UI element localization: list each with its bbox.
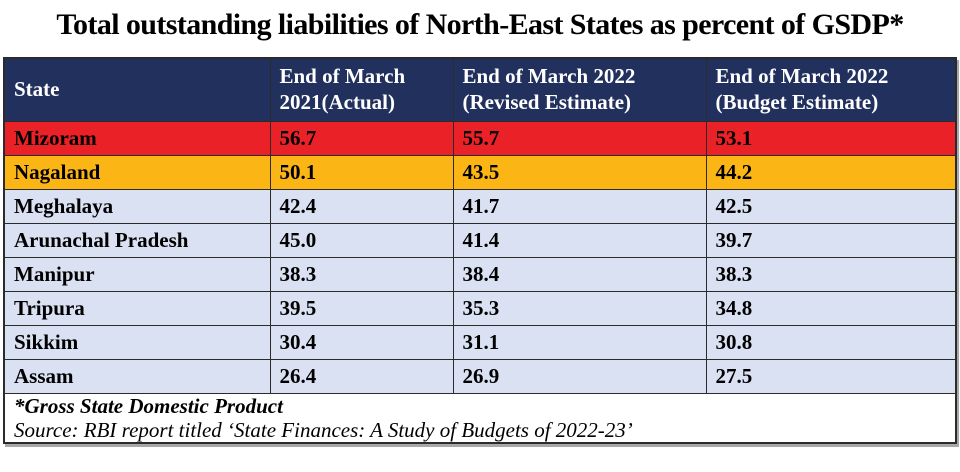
state-name-cell: Meghalaya — [3, 189, 271, 224]
value-cell: 56.7 — [269, 121, 454, 156]
value-cell: 43.5 — [452, 155, 707, 190]
value-cell: 45.0 — [269, 223, 454, 258]
value-cell: 42.5 — [705, 189, 957, 224]
value-cell: 34.8 — [705, 291, 957, 326]
state-name-cell: Nagaland — [3, 155, 271, 190]
state-name-cell: Sikkim — [3, 325, 271, 360]
table-row-manipur: Manipur 38.3 38.4 38.3 — [3, 257, 957, 292]
table-row-mizoram: Mizoram 56.7 55.7 53.1 — [3, 121, 957, 156]
footnote-gsdp: *Gross State Domestic Product — [14, 394, 283, 418]
state-name-cell: Assam — [3, 359, 271, 394]
table-row-arunachal-pradesh: Arunachal Pradesh 45.0 41.4 39.7 — [3, 223, 957, 258]
state-name-cell: Tripura — [3, 291, 271, 326]
liabilities-table: State End of March 2021(Actual) End of M… — [3, 57, 957, 444]
state-name-cell: Manipur — [3, 257, 271, 292]
column-header-march-2022-revised: End of March 2022 (Revised Estimate) — [452, 57, 707, 122]
value-cell: 44.2 — [705, 155, 957, 190]
value-cell: 50.1 — [269, 155, 454, 190]
value-cell: 27.5 — [705, 359, 957, 394]
value-cell: 38.3 — [269, 257, 454, 292]
value-cell: 41.7 — [452, 189, 707, 224]
value-cell: 53.1 — [705, 121, 957, 156]
state-name-cell: Mizoram — [3, 121, 271, 156]
table-notes-row: *Gross State Domestic Product Source: RB… — [3, 393, 957, 444]
table-row-tripura: Tripura 39.5 35.3 34.8 — [3, 291, 957, 326]
value-cell: 55.7 — [452, 121, 707, 156]
table-row-meghalaya: Meghalaya 42.4 41.7 42.5 — [3, 189, 957, 224]
table-row-nagaland: Nagaland 50.1 43.5 44.2 — [3, 155, 957, 190]
value-cell: 30.4 — [269, 325, 454, 360]
value-cell: 35.3 — [452, 291, 707, 326]
column-header-state: State — [3, 57, 271, 122]
table-row-sikkim: Sikkim 30.4 31.1 30.8 — [3, 325, 957, 360]
value-cell: 38.4 — [452, 257, 707, 292]
value-cell: 26.4 — [269, 359, 454, 394]
value-cell: 39.7 — [705, 223, 957, 258]
column-header-march-2021-actual: End of March 2021(Actual) — [269, 57, 454, 122]
table-row-assam: Assam 26.4 26.9 27.5 — [3, 359, 957, 394]
value-cell: 39.5 — [269, 291, 454, 326]
value-cell: 31.1 — [452, 325, 707, 360]
page-title: Total outstanding liabilities of North-E… — [56, 8, 904, 41]
value-cell: 38.3 — [705, 257, 957, 292]
value-cell: 30.8 — [705, 325, 957, 360]
state-name-cell: Arunachal Pradesh — [3, 223, 271, 258]
value-cell: 42.4 — [269, 189, 454, 224]
table-header-row: State End of March 2021(Actual) End of M… — [3, 57, 957, 122]
column-header-march-2022-budget: End of March 2022 (Budget Estimate) — [705, 57, 957, 122]
value-cell: 26.9 — [452, 359, 707, 394]
source-note: Source: RBI report titled ‘State Finance… — [14, 418, 633, 442]
notes-cell: *Gross State Domestic Product Source: RB… — [3, 393, 957, 444]
value-cell: 41.4 — [452, 223, 707, 258]
